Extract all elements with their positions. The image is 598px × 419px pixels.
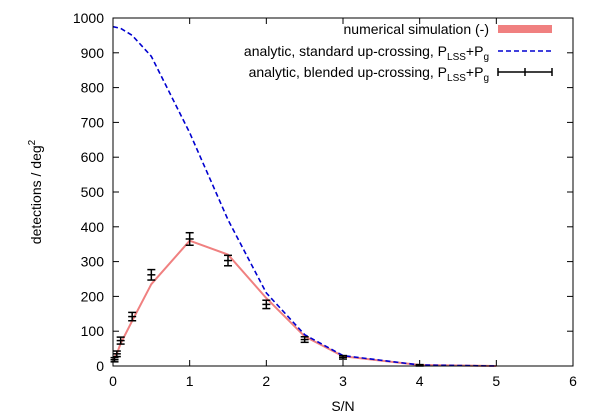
errorbar-point bbox=[147, 268, 156, 281]
y-axis-title-main: detections / deg bbox=[28, 145, 44, 244]
legend-label-blended-upcrossing-sub2: g bbox=[483, 73, 489, 84]
x-tick-label: 1 bbox=[186, 373, 194, 389]
legend-label-blended-upcrossing-part1: analytic, blended up-crossing, P bbox=[249, 64, 447, 80]
y-tick-label: 300 bbox=[81, 254, 105, 270]
series-group bbox=[110, 25, 497, 367]
errorbar-point bbox=[110, 356, 119, 363]
x-tick-label: 5 bbox=[492, 373, 500, 389]
x-tick-label: 6 bbox=[569, 373, 577, 389]
x-tick-label: 4 bbox=[416, 373, 424, 389]
legend-label-standard-upcrossing-sub2: g bbox=[483, 52, 489, 63]
x-tick-label: 2 bbox=[262, 373, 270, 389]
x-tick-label: 3 bbox=[339, 373, 347, 389]
legend-label-standard-upcrossing-part2: +P bbox=[466, 43, 484, 59]
y-tick-label: 900 bbox=[81, 45, 105, 61]
legend-label-blended-upcrossing-part2: +P bbox=[466, 64, 484, 80]
legend-label-standard-upcrossing-sub1: LSS bbox=[447, 52, 466, 63]
errorbar-point bbox=[224, 254, 232, 267]
errorbar-point bbox=[112, 350, 121, 358]
errorbar-point bbox=[339, 354, 347, 360]
y-tick-label: 700 bbox=[81, 114, 105, 130]
y-tick-label: 1000 bbox=[73, 10, 104, 26]
series-line-standard-upcrossing bbox=[112, 25, 497, 367]
series-line-numerical-simulation bbox=[112, 239, 497, 367]
legend-label-standard-upcrossing-part1: analytic, standard up-crossing, P bbox=[244, 43, 447, 59]
y-tick-label: 800 bbox=[81, 80, 105, 96]
legend-label-standard-upcrossing: analytic, standard up-crossing, PLSS+Pg bbox=[244, 43, 489, 63]
errorbar-point bbox=[185, 231, 194, 246]
errorbar-point bbox=[128, 311, 137, 322]
y-axis-title: detections / deg2 bbox=[27, 139, 44, 244]
legend-label-blended-upcrossing-sub1: LSS bbox=[447, 73, 466, 84]
y-tick-label: 400 bbox=[81, 219, 105, 235]
y-tick-label: 0 bbox=[96, 358, 104, 374]
legend-label-blended-upcrossing: analytic, blended up-crossing, PLSS+Pg bbox=[249, 64, 489, 84]
y-tick-label: 200 bbox=[81, 288, 105, 304]
errorbar-point bbox=[116, 336, 125, 345]
legend-label-numerical-simulation: numerical simulation (-) bbox=[344, 21, 489, 37]
y-tick-label: 500 bbox=[81, 184, 105, 200]
tick-group: 0 1 2 3 4 5 6 0 100 200 300 400 500 600 700 800 900 1000 bbox=[73, 10, 577, 389]
legend: numerical simulation (-) analytic, stand… bbox=[244, 21, 553, 84]
x-axis-title: S/N bbox=[331, 398, 354, 414]
x-tick-label: 0 bbox=[109, 373, 117, 389]
errorbar-point bbox=[300, 336, 309, 344]
y-axis-title-sup: 2 bbox=[27, 139, 38, 145]
legend-sample-blended-upcrossing bbox=[497, 68, 553, 76]
errorbar-point bbox=[262, 299, 271, 310]
y-tick-label: 100 bbox=[81, 323, 105, 339]
y-tick-label: 600 bbox=[81, 149, 105, 165]
